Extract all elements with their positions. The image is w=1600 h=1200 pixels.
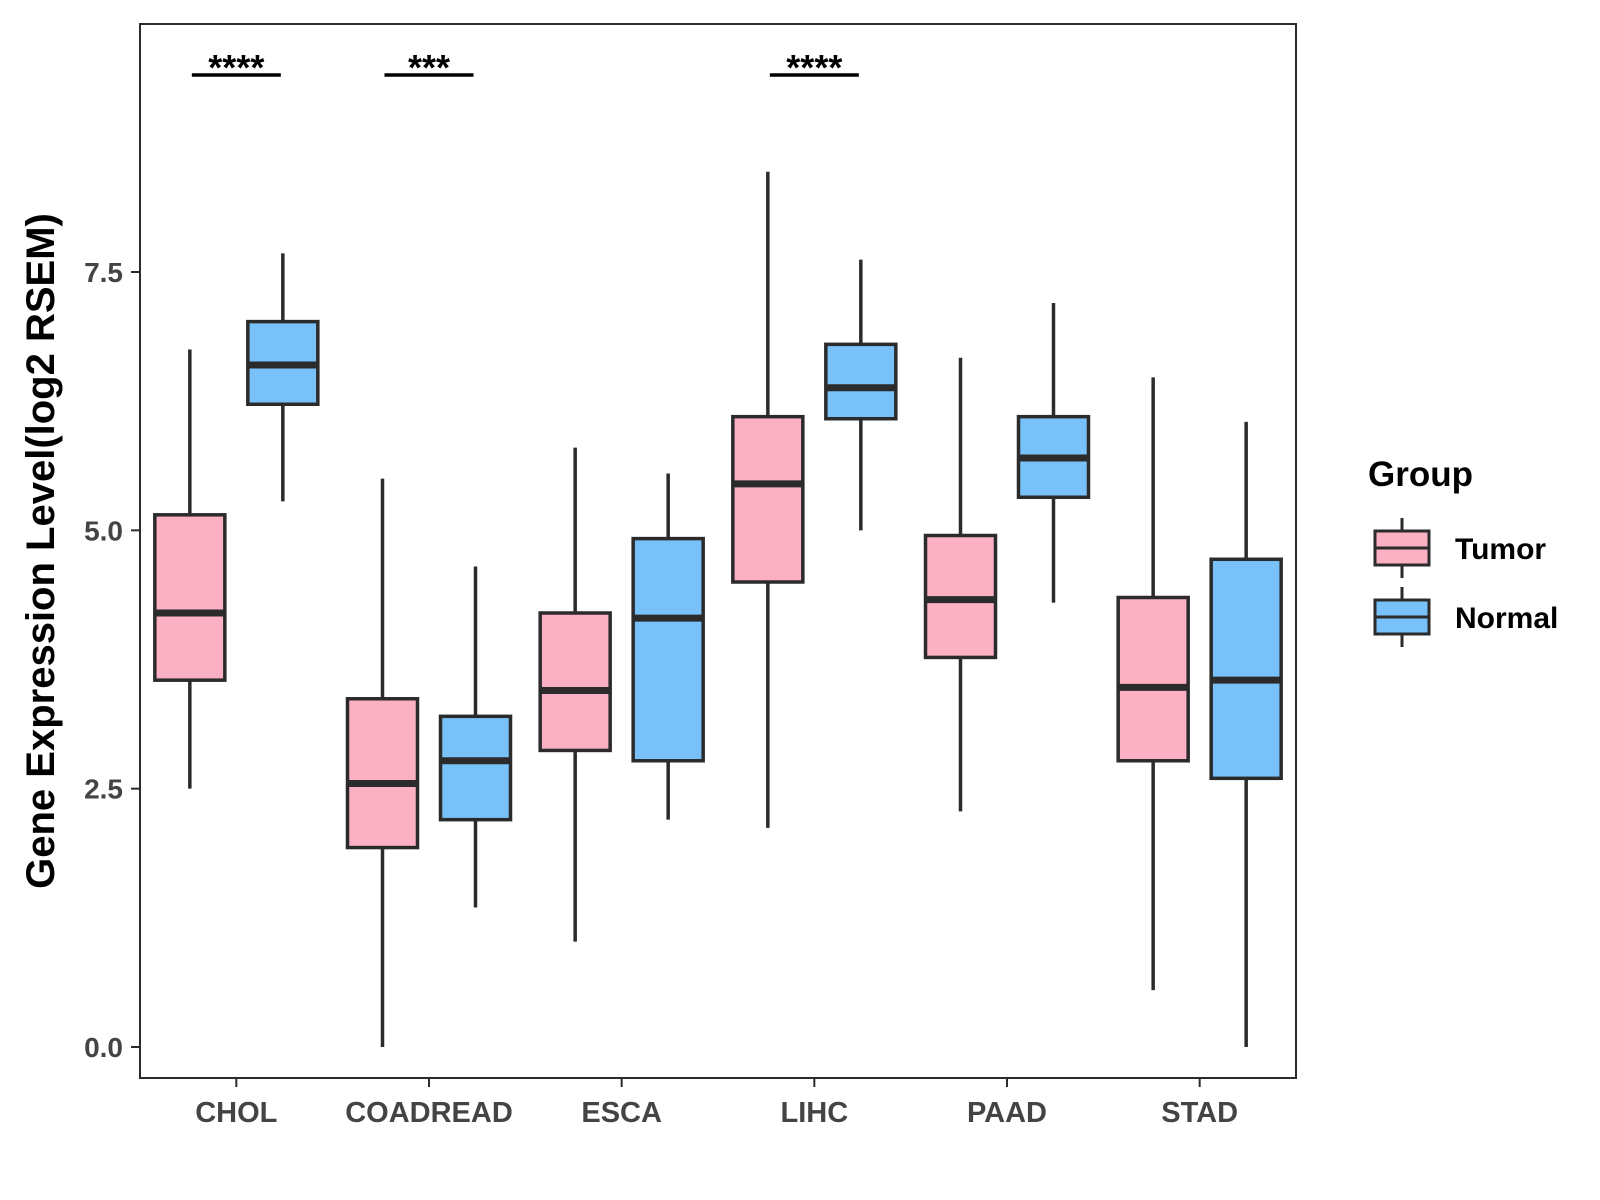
iqr-box [1116,595,1190,763]
x-tick-label: STAD [1161,1097,1238,1129]
significance-label: **** [208,47,264,88]
x-tick-label: PAAD [967,1097,1047,1129]
box-tumor-lihc [731,171,805,828]
plot-area [153,171,1283,1047]
box-normal-paad [1016,303,1091,603]
box-normal-chol [246,253,320,502]
axes: 0.0 2.5 5.0 7.5 CHOL COADREAD ESCA LIHC PAAD STAD… [19,23,1297,1129]
y-axis-title: Gene Expression Level(log2 RSEM) [19,213,63,889]
box-tumor-chol [153,349,227,789]
box-tumor-stad [1116,377,1190,991]
legend-label-tumor: Tumor [1455,533,1546,566]
box-tumor-coadread [345,478,420,1047]
iqr-box [345,697,420,850]
box-normal-coadread [438,566,513,908]
significance-label: *** [408,47,450,88]
significance-annotations: **** *** **** [191,47,859,88]
x-tick-label: COADREAD [345,1097,513,1129]
legend-key-tumor [1373,518,1431,578]
legend: Group Tumor Normal [1368,455,1558,647]
x-tick-label: ESCA [581,1097,662,1129]
box-tumor-esca [538,447,612,942]
significance-label: **** [786,47,842,88]
x-tick-label: LIHC [780,1097,848,1129]
iqr-box [631,536,705,763]
iqr-box [1209,557,1283,781]
legend-label-normal: Normal [1455,602,1558,635]
box-normal-esca [631,473,705,820]
box-tumor-paad [923,357,998,812]
iqr-box [731,414,805,584]
iqr-box [438,714,513,822]
iqr-box [824,342,898,421]
legend-key-normal [1373,587,1431,647]
panel-border [139,23,1297,1079]
iqr-box [153,513,227,682]
y-tick-label: 2.5 [84,774,123,805]
x-tick-label: CHOL [195,1097,277,1129]
y-tick-label: 5.0 [84,515,123,546]
iqr-box [538,611,612,753]
y-tick-label: 0.0 [84,1032,123,1063]
box-normal-stad [1209,421,1283,1047]
box-normal-lihc [824,259,898,531]
legend-title: Group [1368,455,1473,494]
y-tick-label: 7.5 [84,257,123,288]
